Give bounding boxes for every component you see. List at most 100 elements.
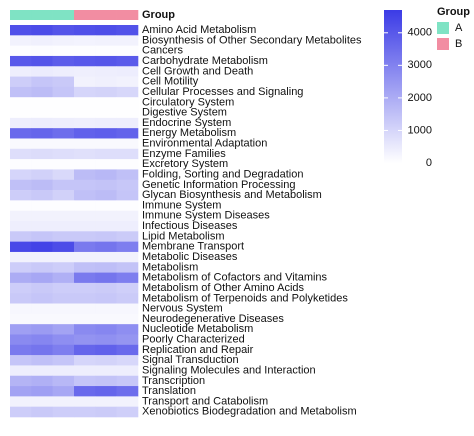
heatmap-cell	[10, 344, 32, 356]
heatmap-cell	[52, 107, 75, 119]
heatmap-cell	[10, 303, 32, 315]
heatmap-cell	[52, 272, 75, 284]
heatmap-cell	[74, 344, 96, 356]
heatmap-cell	[116, 221, 139, 232]
heatmap-cell	[31, 169, 53, 181]
row-label: Replication and Repair	[142, 344, 254, 356]
heatmap-cell	[95, 138, 117, 150]
heatmap-cell	[95, 25, 117, 36]
heatmap-cell	[31, 66, 53, 77]
heatmap-cell	[31, 138, 53, 150]
heatmap-cell	[52, 76, 75, 88]
row-label: Digestive System	[142, 107, 227, 119]
heatmap-cell	[74, 200, 96, 211]
group-annotation	[74, 10, 96, 20]
heatmap-cell	[116, 179, 139, 191]
heatmap-cell	[31, 25, 53, 36]
heatmap-cell	[52, 386, 75, 397]
heatmap-cell	[116, 97, 139, 108]
heatmap-cell	[74, 45, 96, 57]
heatmap-cell	[95, 375, 117, 387]
row-label: Environmental Adaptation	[142, 138, 267, 150]
heatmap-cell	[95, 45, 117, 57]
heatmap-cell	[74, 117, 96, 129]
heatmap-cell	[74, 262, 96, 273]
legend-label: B	[455, 38, 462, 50]
row-label: Signaling Molecules and Interaction	[142, 364, 316, 376]
heatmap-cell	[95, 262, 117, 273]
heatmap-cell	[74, 324, 96, 335]
heatmap-cell	[31, 355, 53, 366]
heatmap-cell	[95, 241, 117, 253]
heatmap-cell	[52, 55, 75, 67]
heatmap-cell	[74, 76, 96, 88]
heatmap-cell	[52, 282, 75, 294]
row-label: Transport and Catabolism	[142, 395, 268, 407]
group-annotation	[10, 10, 32, 20]
heatmap-cell	[31, 148, 53, 160]
heatmap-cell	[52, 355, 75, 366]
heatmap-cell	[95, 210, 117, 222]
heatmap-cell	[95, 117, 117, 129]
row-label: Xenobiotics Biodegradation and Metabolis…	[142, 406, 357, 418]
heatmap-cell	[74, 25, 96, 36]
heatmap-cell	[74, 179, 96, 191]
heatmap-cell	[10, 35, 32, 46]
heatmap-cell	[116, 86, 139, 98]
heatmap-cell	[74, 272, 96, 284]
heatmap-cell	[74, 231, 96, 242]
heatmap-cell	[116, 365, 139, 377]
heatmap-cell	[31, 303, 53, 315]
heatmap-cell	[10, 190, 32, 201]
legend-swatch	[437, 38, 449, 50]
heatmap-cell	[10, 313, 32, 325]
heatmap-cell	[31, 76, 53, 88]
heatmap-cell	[31, 375, 53, 387]
heatmap-cell	[116, 293, 139, 304]
row-label: Genetic Information Processing	[142, 179, 295, 191]
heatmap-cell	[52, 313, 75, 325]
row-label: Metabolism of Terpenoids and Polyketides	[142, 292, 348, 304]
heatmap-cell	[31, 97, 53, 108]
heatmap-cell	[95, 324, 117, 335]
heatmap-cell	[52, 159, 75, 170]
colorbar	[384, 10, 402, 163]
heatmap-cell	[31, 365, 53, 377]
heatmap-cell	[52, 86, 75, 98]
colorbar-tick-label: 2000	[408, 92, 432, 104]
heatmap-cell	[74, 386, 96, 397]
heatmap-cell	[95, 293, 117, 304]
heatmap-cell	[95, 406, 117, 418]
heatmap-cell	[116, 282, 139, 294]
heatmap-cell	[52, 262, 75, 273]
heatmap-cell	[52, 303, 75, 315]
heatmap-cell	[52, 45, 75, 57]
heatmap-cell	[31, 241, 53, 253]
heatmap-cell	[116, 159, 139, 170]
heatmap-cell	[116, 200, 139, 211]
heatmap-cell	[10, 396, 32, 407]
heatmap-cell	[95, 148, 117, 160]
heatmap-cell	[116, 344, 139, 356]
heatmap-cell	[52, 324, 75, 335]
row-label: Metabolism of Other Amino Acids	[142, 282, 305, 294]
heatmap-cell	[95, 355, 117, 366]
heatmap-cell	[52, 365, 75, 377]
heatmap-cell	[52, 231, 75, 242]
row-label: Membrane Transport	[142, 241, 244, 253]
heatmap-cell	[52, 25, 75, 36]
heatmap-cell	[52, 97, 75, 108]
heatmap-cell	[116, 324, 139, 335]
heatmap-cell	[31, 386, 53, 397]
heatmap-cell	[74, 97, 96, 108]
row-label: Transcription	[142, 375, 205, 387]
heatmap-cell	[74, 86, 96, 98]
heatmap-cell	[116, 76, 139, 88]
heatmap-cell	[31, 221, 53, 232]
heatmap-cell	[116, 355, 139, 366]
row-label: Metabolic Diseases	[142, 251, 238, 263]
heatmap-cell	[31, 86, 53, 98]
group-annotation	[95, 10, 117, 20]
heatmap-cell	[31, 55, 53, 67]
